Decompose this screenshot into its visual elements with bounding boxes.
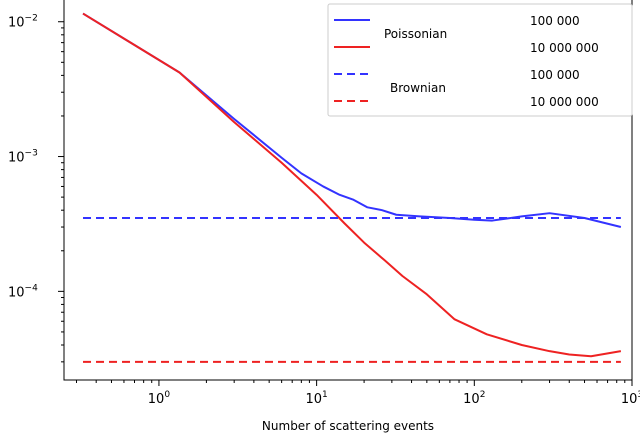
y-tick-label: 10−3 [8, 149, 38, 166]
legend-entry-poissonian-100000: 100 000 [530, 14, 580, 28]
series-layer [82, 12, 622, 363]
x-axis-label: Number of scattering events [262, 419, 434, 433]
legend-group-brownian: Brownian [390, 81, 446, 95]
y-ticks: 10−4 10−3 10−2 [8, 14, 64, 363]
legend-entry-poissonian-10000000: 10 000 000 [530, 41, 599, 55]
legend: Poissonian Brownian 100 000 10 000 000 1… [327, 3, 633, 117]
x-tick-label: 102 [463, 390, 485, 407]
x-ticks: 100 101 102 103 [75, 380, 640, 407]
y-tick-label: 10−2 [8, 14, 38, 31]
x-tick-label: 103 [621, 390, 640, 407]
y-tick-label: 10−4 [8, 283, 38, 300]
legend-group-poissonian: Poissonian [384, 27, 447, 41]
legend-entry-brownian-100000: 100 000 [530, 68, 580, 82]
x-tick-label: 100 [148, 390, 171, 407]
series-line-poissonian-100000 [82, 12, 622, 229]
legend-box [327, 3, 633, 117]
x-tick-label: 101 [305, 390, 327, 407]
plot-frame [63, 0, 633, 381]
legend-entry-brownian-10000000: 10 000 000 [530, 95, 599, 109]
series-line-poissonian-10000000 [82, 12, 622, 358]
